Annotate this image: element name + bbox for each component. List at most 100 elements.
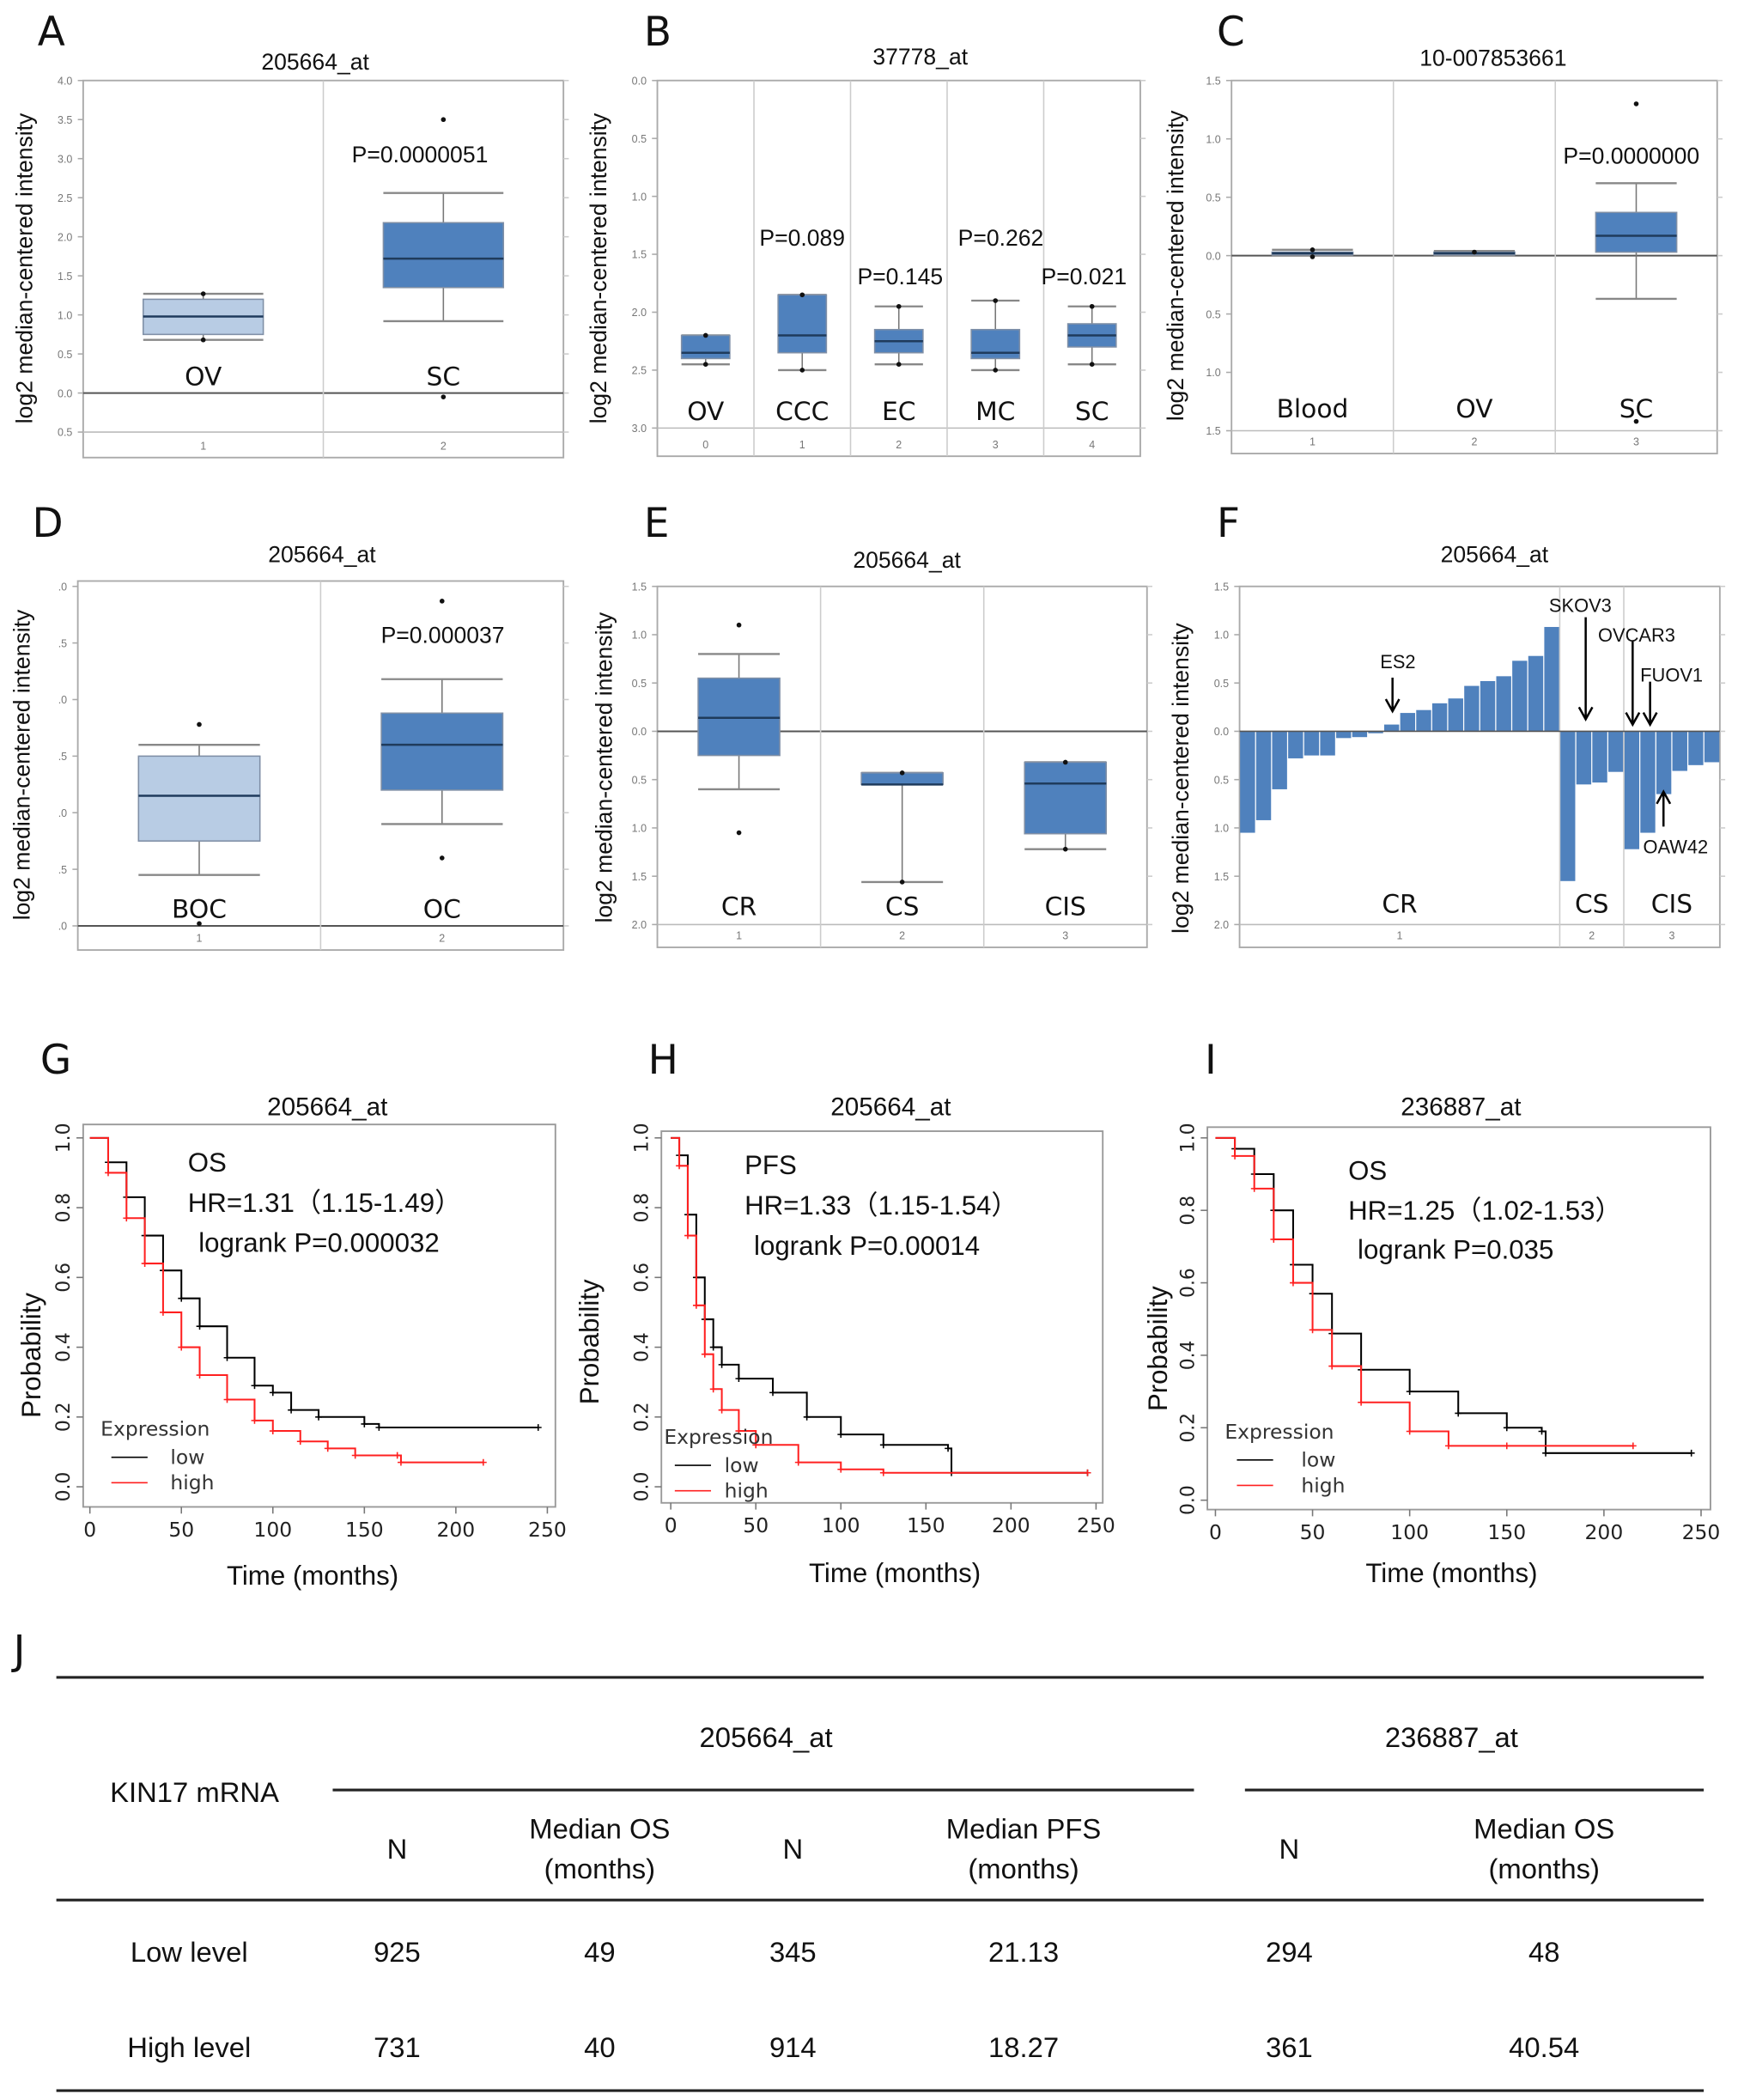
censor-mark <box>1328 1362 1336 1370</box>
censor-mark <box>879 1441 887 1449</box>
censor-mark <box>709 1343 717 1351</box>
y-tick-label: 0.2 <box>53 1402 75 1432</box>
bar <box>1640 731 1656 833</box>
y-axis-label: log2 median-centered intensity <box>1163 110 1188 421</box>
bar <box>1544 626 1559 732</box>
table-cell: 21.13 <box>988 1936 1059 1968</box>
km-curve-high <box>671 1136 1088 1474</box>
box-ov <box>142 291 264 343</box>
y-axis-label: log2 median-centered intensity <box>9 609 34 920</box>
outlier-point <box>799 292 805 298</box>
x-tick-label: 0 <box>665 1513 678 1537</box>
y-tick-label: 2.0 <box>632 919 647 931</box>
panel-letter: C <box>1217 9 1245 56</box>
y-tick-label: 2.0 <box>632 307 647 319</box>
box-cis <box>1024 759 1108 852</box>
stats-label: OS <box>188 1147 227 1178</box>
y-tick-label: 3.5 <box>58 114 72 126</box>
table-cell: 914 <box>769 2031 817 2063</box>
y-tick-label: 0.5 <box>1206 308 1220 320</box>
panel-letter: A <box>38 9 65 56</box>
km-curve-low <box>1215 1136 1692 1454</box>
censor-mark <box>315 1413 322 1421</box>
table-row-header: KIN17 mRNA <box>110 1776 279 1808</box>
censor-mark <box>1406 1388 1413 1396</box>
plot-frame <box>656 585 1148 948</box>
table-column-header: Median OS <box>529 1812 670 1844</box>
outlier-point <box>1472 249 1477 255</box>
category-label: EC <box>882 396 915 426</box>
y-axis-label: log2 median-centered intensity <box>591 612 617 922</box>
x-tick-label: 50 <box>1300 1520 1326 1544</box>
legend-label: low <box>1301 1448 1335 1472</box>
category-index: 1 <box>1310 436 1316 448</box>
box <box>970 328 1021 360</box>
y-tick-label: 0.4 <box>53 1332 75 1362</box>
censor-mark <box>178 1343 185 1351</box>
stats-label: HR=1.25（1.02-1.53） <box>1348 1196 1622 1226</box>
table-column-header: N <box>1279 1833 1300 1865</box>
category-index: 2 <box>1471 436 1477 448</box>
panel-letter: D <box>33 501 64 547</box>
km-curve-low <box>671 1136 1088 1474</box>
panel-letter: J <box>11 1628 26 1674</box>
category-index: 1 <box>736 930 742 942</box>
bar <box>1448 698 1463 732</box>
y-tick-label: 0.0 <box>1206 250 1220 262</box>
category-label: CS <box>885 891 920 921</box>
censor-mark <box>393 1452 401 1459</box>
bar <box>1336 731 1352 739</box>
outlier-point <box>441 117 447 123</box>
box-oc <box>380 599 504 861</box>
censor-mark <box>692 1301 700 1309</box>
y-tick-label: 0.0 <box>632 1472 653 1502</box>
censor-mark <box>769 1389 776 1397</box>
legend-title: Expression <box>1224 1420 1334 1444</box>
outlier-point <box>197 921 202 927</box>
chart-title: 205664_at <box>830 1093 951 1121</box>
table-cell: 345 <box>769 1936 817 1968</box>
outlier-point <box>736 830 742 836</box>
chart-title: 236887_at <box>1401 1093 1522 1121</box>
censor-mark <box>196 1372 204 1379</box>
box <box>137 755 261 842</box>
table-column-header: (months) <box>544 1853 655 1884</box>
arrow-head-icon <box>1656 789 1672 805</box>
censor-mark <box>684 1232 691 1239</box>
bar <box>1528 655 1544 732</box>
box-boc <box>137 721 261 927</box>
outlier-point <box>799 368 805 373</box>
category-index: 3 <box>1062 930 1068 942</box>
y-tick-label: 1.0 <box>58 309 72 321</box>
censor-mark <box>1309 1326 1316 1334</box>
group-label: CIS <box>1651 888 1692 918</box>
y-tick-label: 1.0 <box>632 630 647 642</box>
cell-line-label: OVCAR3 <box>1598 624 1675 646</box>
bar <box>1303 731 1320 756</box>
censor-mark <box>879 1469 887 1476</box>
outlier-point <box>736 622 742 628</box>
censor-mark <box>196 1323 204 1330</box>
censor-mark <box>375 1424 383 1431</box>
p-value-label: P=0.145 <box>857 264 943 289</box>
legend-label: low <box>725 1453 759 1477</box>
x-axis-label: Time (months) <box>1365 1558 1537 1588</box>
censor-mark <box>105 1169 112 1177</box>
box-ec <box>873 303 924 368</box>
table-column-header: Median OS <box>1474 1812 1614 1844</box>
censor-mark <box>837 1465 845 1473</box>
y-tick-label: 0.0 <box>58 387 72 399</box>
y-tick-label: 0.6 <box>53 1263 75 1293</box>
legend-title: Expression <box>100 1417 210 1441</box>
y-tick-label: 1.0 <box>632 823 647 835</box>
outlier-point <box>197 721 202 727</box>
p-value-label: P=0.089 <box>759 225 845 251</box>
y-tick-label: 0.5 <box>58 427 72 439</box>
legend-label: high <box>1301 1473 1345 1497</box>
category-index: 3 <box>1633 436 1639 448</box>
y-tick-label: 0.5 <box>632 133 647 145</box>
y-tick-label: 0.5 <box>632 678 647 690</box>
y-tick-label: 3.0 <box>632 423 647 435</box>
outlier-point <box>1062 759 1068 765</box>
y-tick-label: 1.0 <box>1214 823 1229 835</box>
